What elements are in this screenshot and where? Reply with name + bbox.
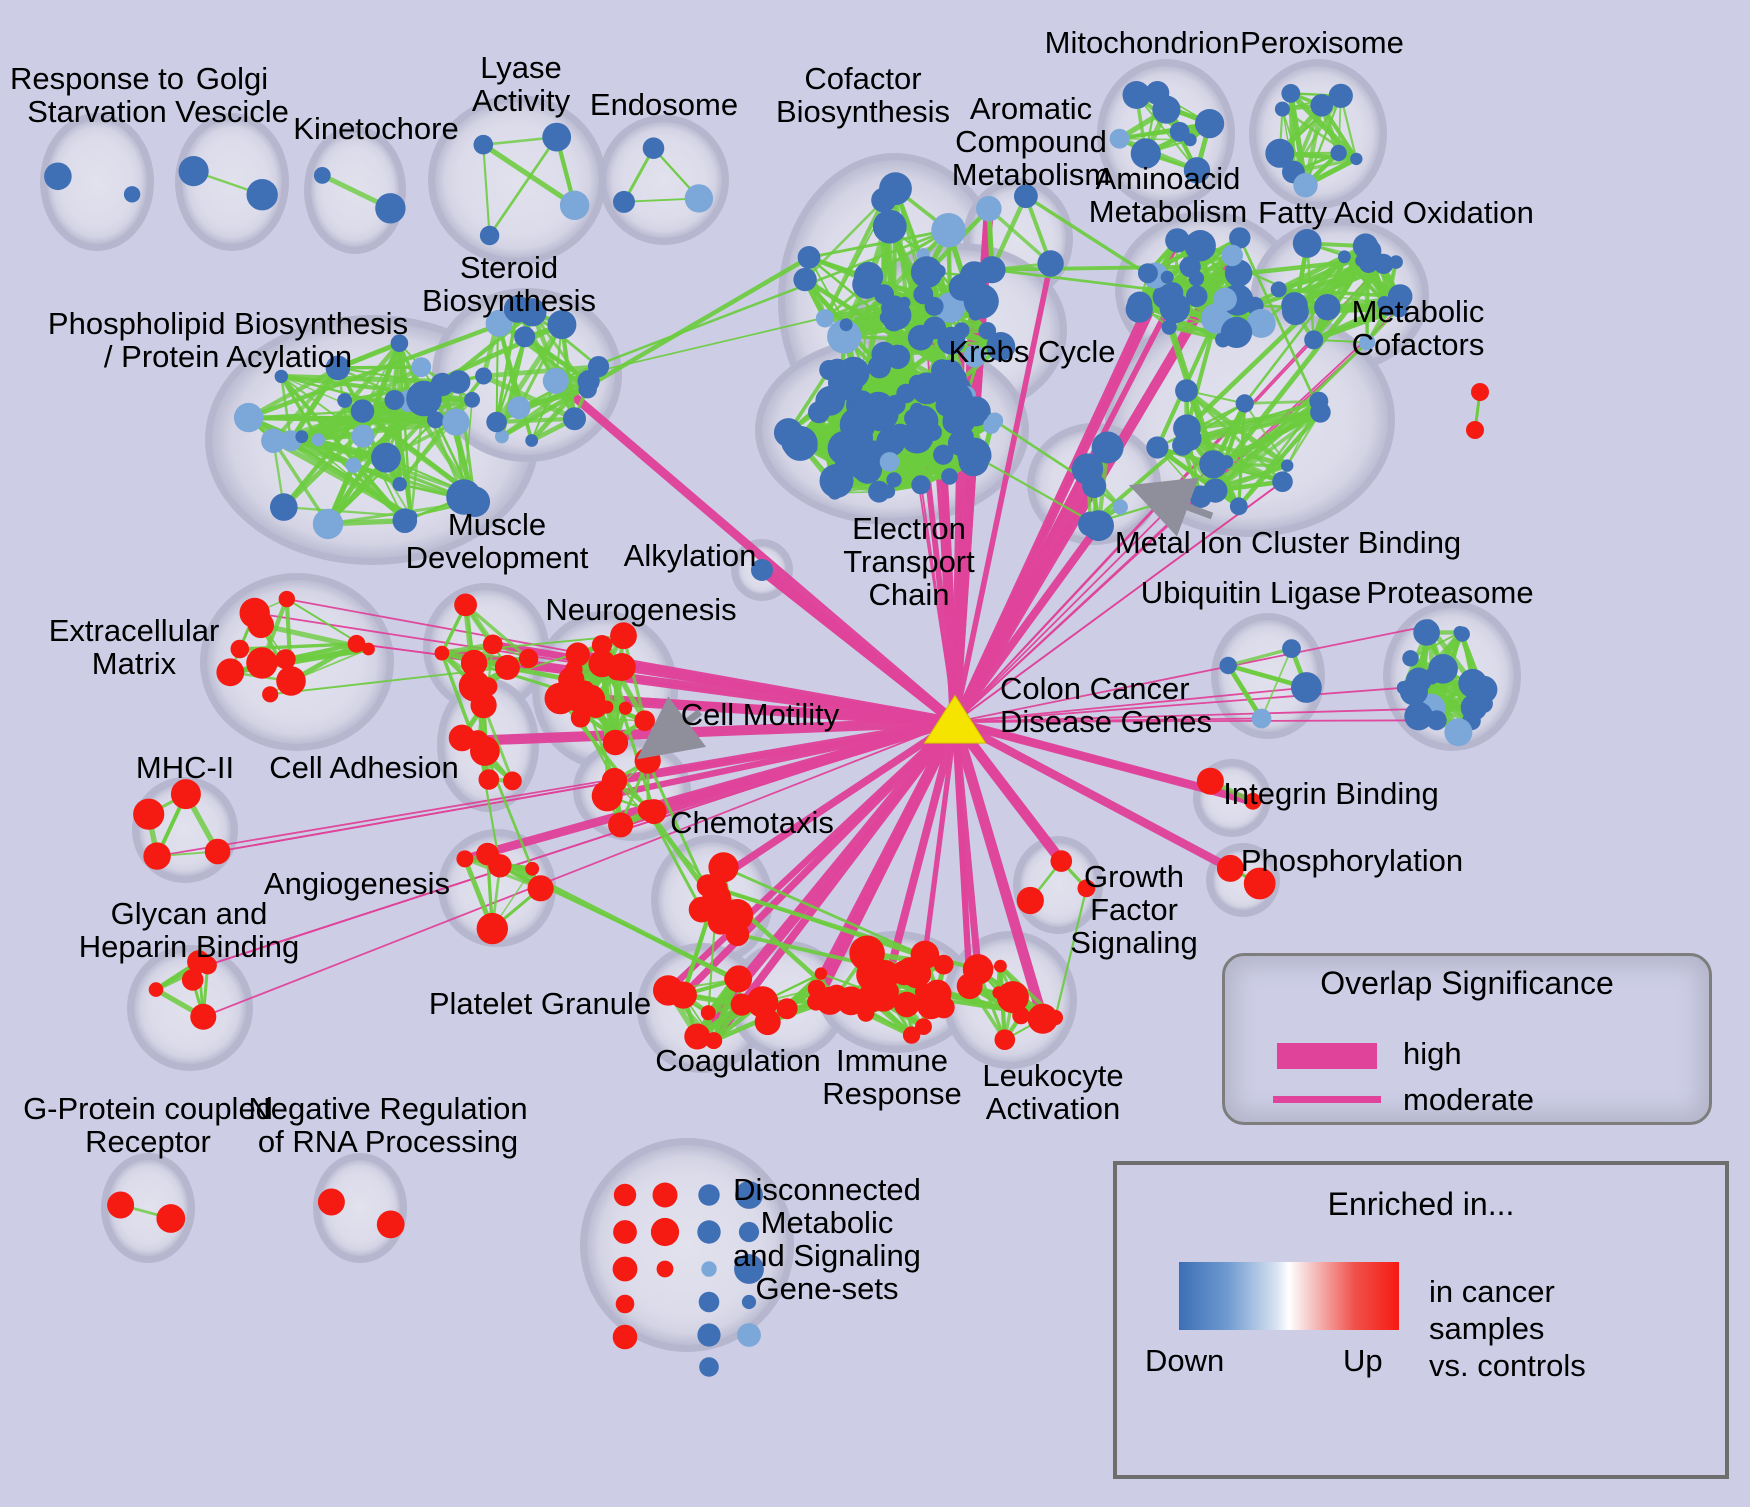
legend-swatch-high — [1277, 1043, 1377, 1069]
callout-arrows — [636, 477, 1214, 760]
overlap-significance-legend: Overlap Significance high moderate — [1222, 953, 1712, 1125]
overlap-legend-title: Overlap Significance — [1320, 965, 1614, 1001]
legend-label-high: high — [1403, 1036, 1462, 1071]
gradient-high-label: Up — [1343, 1343, 1383, 1378]
legend-swatch-moderate — [1273, 1096, 1381, 1103]
gene-set-nodes — [44, 81, 1498, 1377]
legend-label-moderate: moderate — [1403, 1082, 1534, 1117]
gradient-low-label: Down — [1145, 1343, 1225, 1378]
enriched-legend-title: Enriched in... — [1327, 1186, 1515, 1222]
enrichment-color-gradient — [1179, 1262, 1399, 1330]
enriched-in-legend: Enriched in... Down Up in cancer samples… — [1113, 1161, 1729, 1479]
hub-node[interactable] — [923, 694, 987, 744]
enriched-side-label: in cancer samples vs. controls — [1429, 1274, 1586, 1384]
